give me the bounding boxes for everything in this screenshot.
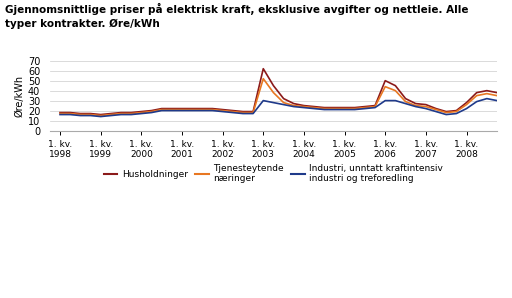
Legend: Husholdninger, Tjenesteytende
næringer, Industri, unntatt kraftintensiv
industri: Husholdninger, Tjenesteytende næringer, …	[100, 160, 446, 187]
Text: Gjennomsnittlige priser på elektrisk kraft, eksklusive avgifter og nettleie. All: Gjennomsnittlige priser på elektrisk kra…	[5, 3, 468, 29]
Y-axis label: Øre/kWh: Øre/kWh	[15, 74, 25, 117]
